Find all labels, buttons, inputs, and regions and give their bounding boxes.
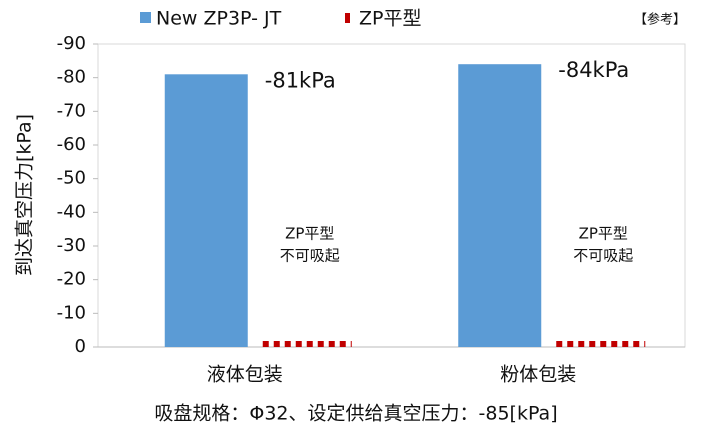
annotation: ZP平型 bbox=[579, 225, 628, 243]
legend-label: ZP平型 bbox=[359, 8, 421, 30]
y-tick-label: 0 bbox=[75, 336, 86, 357]
y-axis-label: 到达真空压力[kPa] bbox=[14, 114, 36, 276]
y-tick-label: -20 bbox=[57, 269, 86, 290]
value-label: -84kPa bbox=[558, 58, 629, 82]
y-tick-label: -70 bbox=[57, 100, 86, 121]
annotation: 不可吸起 bbox=[280, 247, 340, 265]
bar bbox=[164, 74, 248, 348]
y-tick-label: -30 bbox=[57, 235, 86, 256]
annotation: ZP平型 bbox=[285, 225, 334, 243]
annotation: 不可吸起 bbox=[573, 247, 633, 265]
y-tick-label: -60 bbox=[57, 134, 86, 155]
x-tick-label: 液体包装 bbox=[207, 364, 283, 386]
note: 【参考】 bbox=[634, 12, 686, 28]
y-tick-label: -10 bbox=[57, 302, 86, 323]
legend-swatch bbox=[345, 13, 350, 23]
legend-swatch bbox=[140, 12, 151, 23]
y-tick-label: -50 bbox=[57, 168, 86, 189]
x-tick-label: 粉体包装 bbox=[500, 364, 576, 386]
bar bbox=[458, 64, 542, 347]
legend-label: New ZP3P- JT bbox=[156, 8, 282, 30]
value-label: -81kPa bbox=[265, 68, 336, 92]
y-tick-label: -40 bbox=[57, 201, 86, 222]
y-tick-label: -90 bbox=[57, 33, 86, 54]
y-tick-label: -80 bbox=[57, 67, 86, 88]
chart-title: 吸盘规格：Φ32、设定供给真空压力：-85[kPa] bbox=[154, 403, 557, 425]
